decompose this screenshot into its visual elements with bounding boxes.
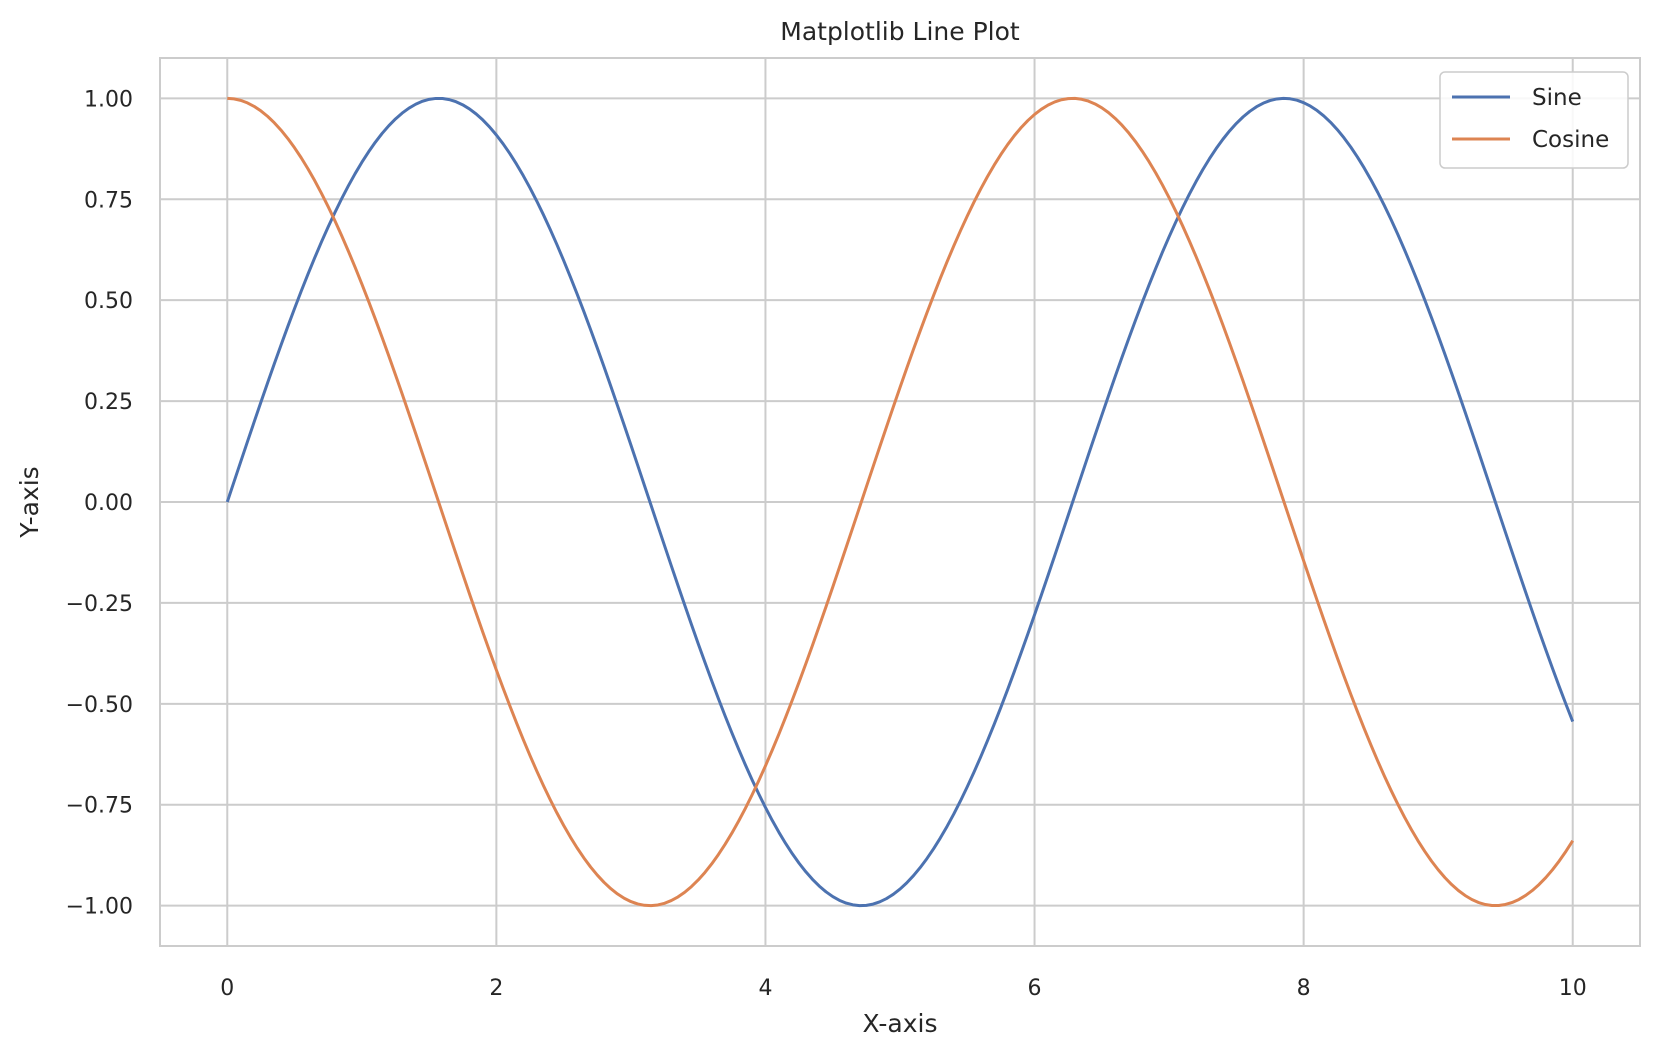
series-line-sine bbox=[225, 96, 1575, 908]
y-tick-label: −0.75 bbox=[66, 794, 133, 819]
x-tick-label: 2 bbox=[489, 976, 503, 1001]
y-axis-title: Y-axis bbox=[15, 466, 44, 538]
y-tick-label: 0.00 bbox=[84, 491, 133, 516]
x-tick-label: 0 bbox=[220, 976, 234, 1001]
plot-frame bbox=[159, 57, 1641, 947]
y-tick-label: 0.50 bbox=[84, 289, 133, 314]
y-tick-label: 1.00 bbox=[84, 87, 133, 112]
y-tick-label: −0.25 bbox=[66, 592, 133, 617]
y-tick-label: −1.00 bbox=[66, 895, 133, 920]
x-tick-label: 10 bbox=[1559, 976, 1587, 1001]
series-lines bbox=[225, 96, 1575, 908]
legend: Sine Cosine bbox=[1439, 71, 1629, 169]
chart-title: Matplotlib Line Plot bbox=[780, 17, 1020, 46]
legend-label-cosine: Cosine bbox=[1532, 127, 1609, 153]
x-tick-label: 6 bbox=[1028, 976, 1042, 1001]
series-line-cosine bbox=[227, 96, 1574, 908]
legend-label-sine: Sine bbox=[1532, 85, 1582, 111]
x-tick-labels: 0 2 4 6 8 10 bbox=[220, 976, 1586, 1001]
x-axis-title: X-axis bbox=[863, 1009, 938, 1038]
x-tick-label: 8 bbox=[1297, 976, 1311, 1001]
y-tick-labels: 1.00 0.75 0.50 0.25 0.00 −0.25 −0.50 −0.75 −1.00 bbox=[66, 87, 133, 919]
grid-lines bbox=[160, 58, 1640, 946]
y-tick-label: −0.50 bbox=[66, 693, 133, 718]
x-tick-label: 4 bbox=[758, 976, 772, 1001]
y-tick-label: 0.25 bbox=[84, 390, 133, 415]
y-tick-label: 0.75 bbox=[84, 188, 133, 213]
